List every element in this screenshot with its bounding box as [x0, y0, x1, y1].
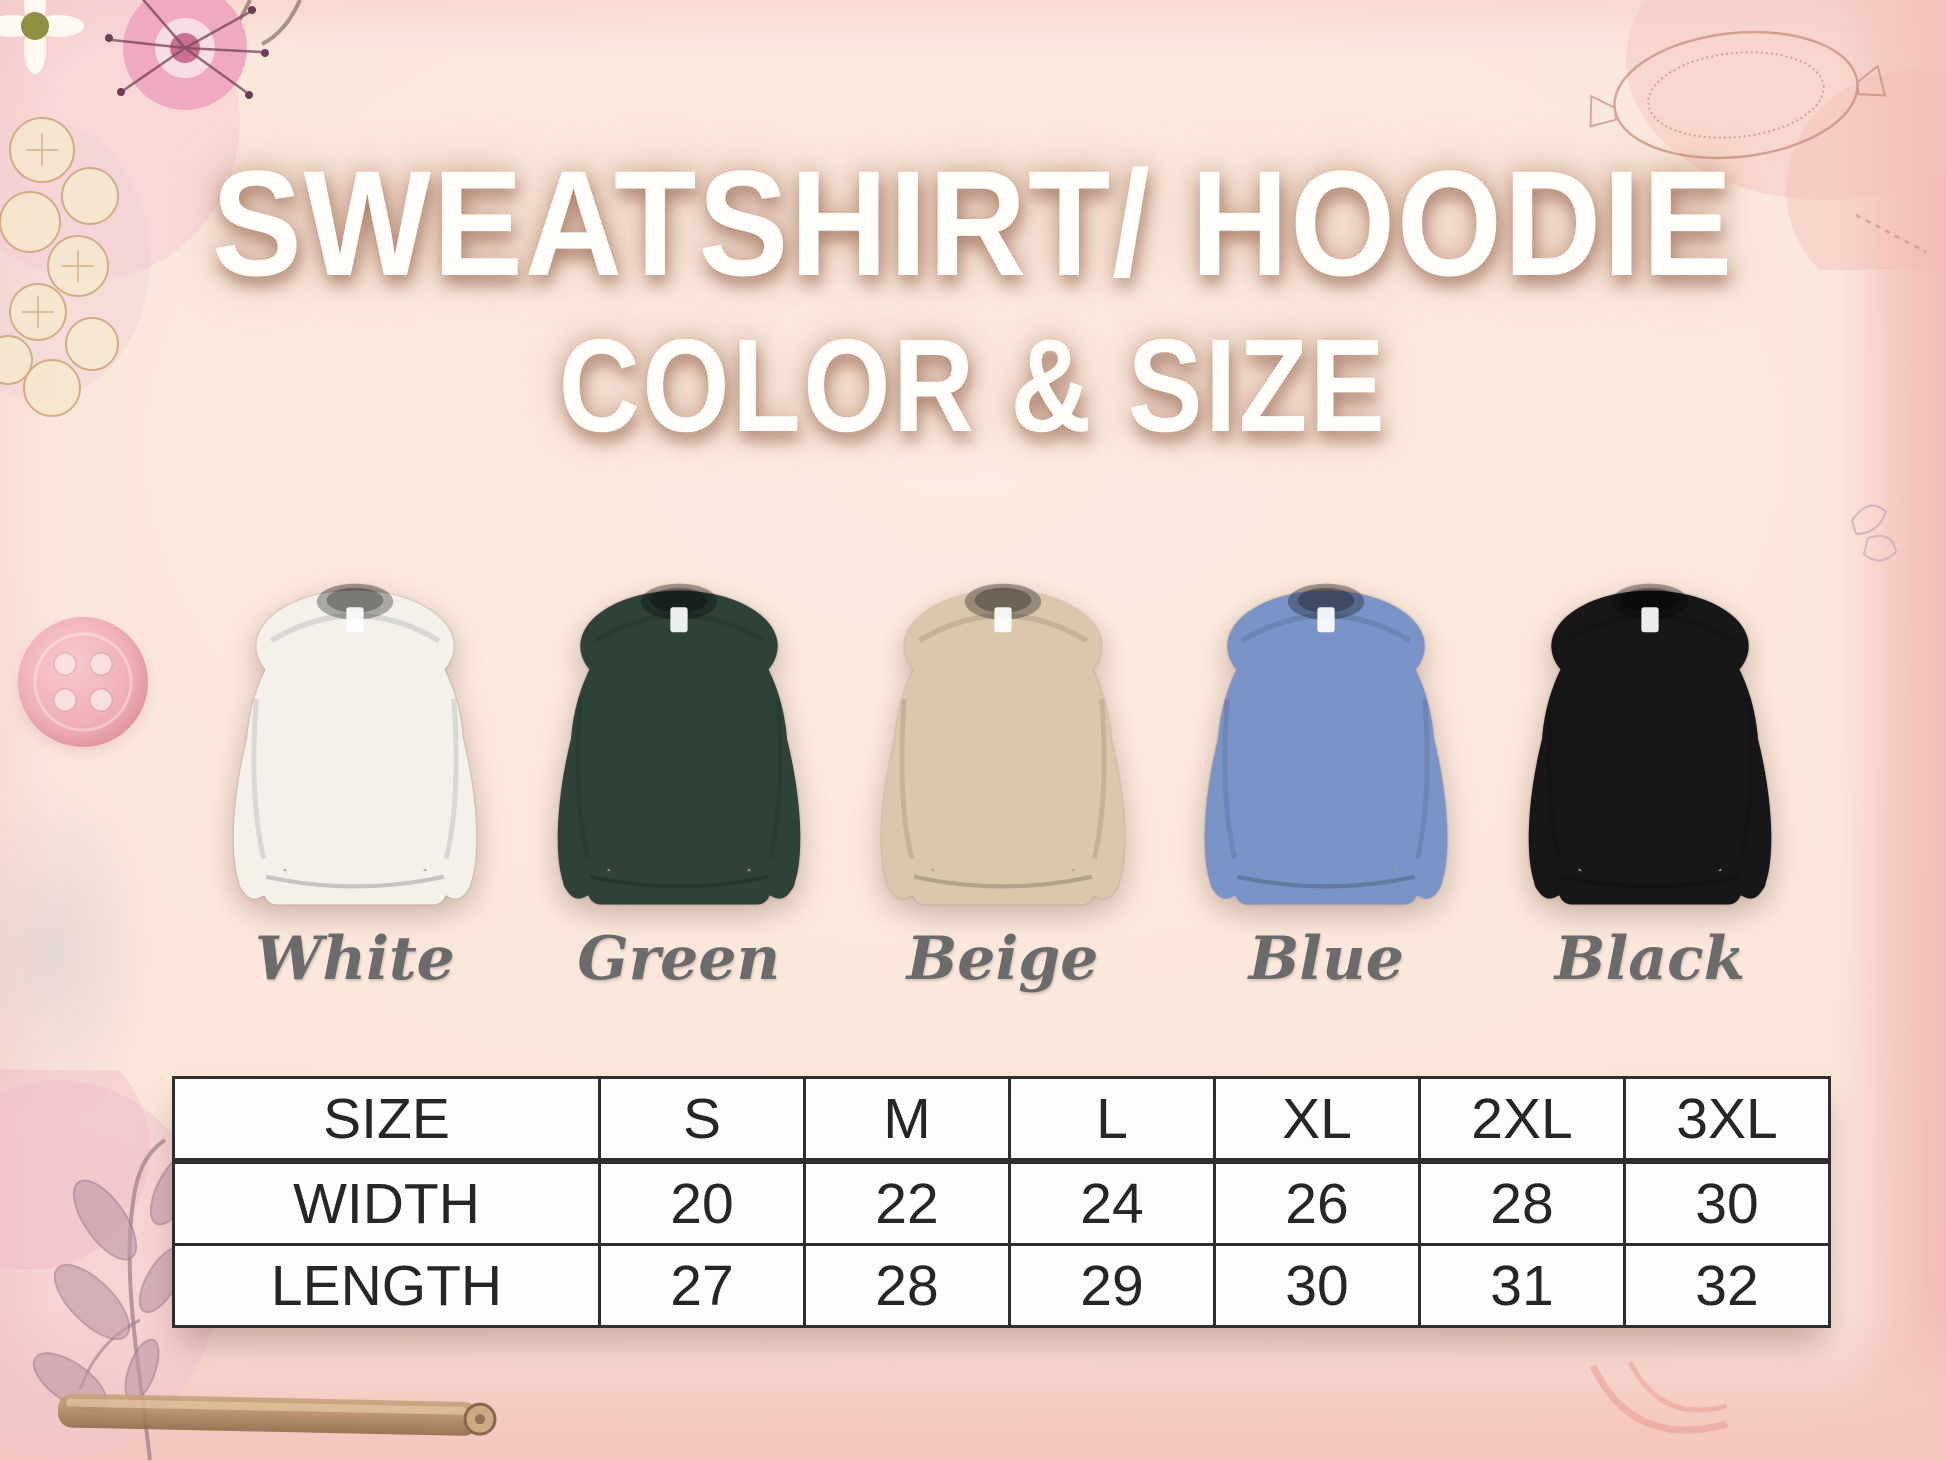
width-value-cell: 24: [1008, 1159, 1216, 1246]
size-header-cell: SIZE: [172, 1076, 601, 1164]
color-label: Green: [577, 924, 781, 994]
size-header-cell: L: [1008, 1076, 1216, 1164]
width-value-cell: 22: [803, 1159, 1011, 1246]
shirt-card-black: Black: [1500, 560, 1800, 994]
width-value-cell: 26: [1213, 1159, 1421, 1246]
width-value-cell: 28: [1418, 1159, 1626, 1246]
color-label: Black: [1554, 924, 1746, 994]
size-header-row: SIZE S M L XL 2XL 3XL: [172, 1076, 1831, 1164]
length-row: LENGTH 27 28 29 30 31 32: [172, 1243, 1831, 1328]
title-block: SWEATSHIRT/ HOODIE COLOR & SIZE: [0, 148, 1946, 452]
length-value-cell: 29: [1008, 1243, 1216, 1328]
size-header-cell: M: [803, 1076, 1011, 1164]
row-label-cell: WIDTH: [172, 1159, 601, 1246]
width-value-cell: 20: [598, 1159, 806, 1246]
sweatshirt-black-icon: [1502, 560, 1798, 910]
width-row: WIDTH 20 22 24 26 28 30: [172, 1159, 1831, 1246]
length-value-cell: 28: [803, 1243, 1011, 1328]
width-value-cell: 30: [1623, 1159, 1831, 1246]
color-label: Blue: [1248, 924, 1404, 994]
size-header-cell: S: [598, 1076, 806, 1164]
length-value-cell: 32: [1623, 1243, 1831, 1328]
shirt-card-green: Green: [529, 560, 829, 994]
length-value-cell: 30: [1213, 1243, 1421, 1328]
sweatshirt-white-icon: [207, 560, 503, 910]
shirt-color-row: White Green Beige Blue Black: [205, 560, 1800, 994]
length-value-cell: 27: [598, 1243, 806, 1328]
color-label: Beige: [906, 924, 1099, 994]
size-header-cell: XL: [1213, 1076, 1421, 1164]
shirt-card-blue: Blue: [1176, 560, 1476, 994]
sweatshirt-green-icon: [531, 560, 827, 910]
left-watercolor-wash: [0, 770, 155, 1130]
title-line-1: SWEATSHIRT/ HOODIE: [211, 139, 1735, 307]
title-line-2: COLOR & SIZE: [558, 312, 1388, 459]
color-label: White: [255, 924, 455, 994]
shirt-card-white: White: [205, 560, 505, 994]
sweatshirt-beige-icon: [855, 560, 1151, 910]
size-header-cell: 2XL: [1418, 1076, 1626, 1164]
bottom-watercolor-band: [0, 1311, 1946, 1461]
size-header-cell: 3XL: [1623, 1076, 1831, 1164]
shirt-card-beige: Beige: [853, 560, 1153, 994]
sweatshirt-blue-icon: [1178, 560, 1474, 910]
size-chart-table: SIZE S M L XL 2XL 3XL WIDTH 20 22 24 26 …: [172, 1076, 1831, 1328]
button-icon: [18, 617, 148, 747]
length-value-cell: 31: [1418, 1243, 1626, 1328]
row-label-cell: LENGTH: [172, 1243, 601, 1328]
